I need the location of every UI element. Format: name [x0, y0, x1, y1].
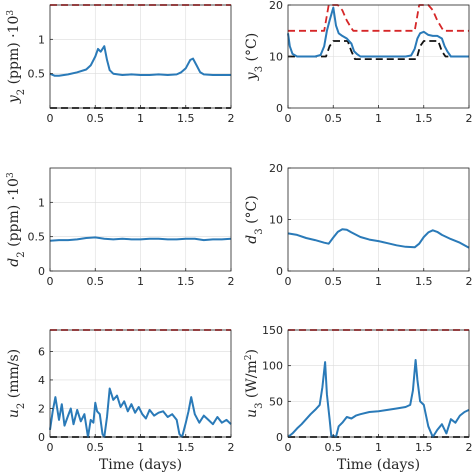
y-tick-label: 0 — [38, 265, 45, 278]
x-tick-label: 0 — [47, 112, 54, 125]
x-tick-label: 1 — [375, 112, 382, 125]
y-tick-label: 0 — [276, 102, 283, 115]
y-axis-label: u2 (mm/s) — [6, 349, 27, 418]
y-axis-label: d2 (ppm) ·103 — [6, 172, 27, 267]
x-tick-label: 2 — [466, 275, 473, 288]
y-tick-label: 4 — [38, 374, 45, 387]
x-tick-label: 0.5 — [325, 441, 343, 454]
y-tick-label: 0 — [38, 431, 45, 444]
x-tick-label: 0.5 — [87, 441, 105, 454]
y-tick-label: 100 — [262, 360, 283, 373]
x-tick-label: 1.5 — [177, 441, 195, 454]
subplot-u2: 0 0.5 1 1.5 2 0 2 4 6 u2 (mm/s) Time (days) — [6, 329, 235, 473]
y-tick-label: 0 — [276, 265, 283, 278]
x-tick-label: 0 — [285, 112, 292, 125]
y-tick-label: 6 — [38, 345, 45, 358]
y-tick-label: 10 — [269, 214, 283, 227]
y-axis-label: y2 (ppm) ·103 — [6, 10, 27, 105]
x-axis-label: Time (days) — [99, 457, 182, 473]
series-measured-line — [49, 236, 232, 242]
x-tick-label: 1.5 — [177, 275, 195, 288]
y-tick-label: 0 — [276, 431, 283, 444]
subplot-d2: 0 0.5 1 1.5 2 0 0.5 1 d2 (ppm) ·103 — [6, 167, 235, 288]
series-measured-line — [49, 45, 231, 77]
x-tick-label: 1 — [375, 441, 382, 454]
y-tick-label: 1 — [38, 33, 45, 46]
y-axis-label: d3 (°C) — [244, 195, 265, 243]
y-tick-label: 2 — [38, 402, 45, 415]
x-tick-label: 2 — [228, 275, 235, 288]
x-tick-label: 1 — [137, 441, 144, 454]
x-tick-label: 1.5 — [177, 112, 195, 125]
x-tick-label: 0.5 — [325, 112, 343, 125]
x-axis-label: Time (days) — [337, 457, 420, 473]
series-lower-line — [288, 40, 469, 60]
x-tick-label: 0 — [285, 275, 292, 288]
x-tick-label: 0.5 — [87, 112, 105, 125]
x-tick-label: 1 — [375, 275, 382, 288]
x-tick-label: 2 — [466, 441, 473, 454]
x-tick-label: 0 — [47, 441, 54, 454]
series-upper-line — [288, 4, 469, 32]
x-tick-label: 0 — [47, 275, 54, 288]
subplot-u3: 0 0.5 1 1.5 2 0 50 100 150 u3 (W/m2) Time (days) — [244, 324, 473, 473]
series-measured-line — [287, 6, 469, 58]
x-tick-label: 2 — [228, 441, 235, 454]
x-tick-label: 1.5 — [415, 275, 433, 288]
y-tick-label: 1 — [38, 196, 45, 209]
y-tick-label: 20 — [269, 162, 283, 175]
y-axis-label: u3 (W/m2) — [244, 349, 265, 418]
x-tick-label: 1 — [137, 112, 144, 125]
y-tick-label: 20 — [269, 0, 283, 12]
y-tick-label: 0.5 — [28, 231, 46, 244]
x-tick-label: 0.5 — [87, 275, 105, 288]
x-tick-label: 1.5 — [415, 441, 433, 454]
x-tick-label: 0.5 — [325, 275, 343, 288]
x-tick-label: 2 — [466, 112, 473, 125]
series-measured-line — [287, 359, 470, 438]
x-tick-label: 2 — [228, 112, 235, 125]
y-tick-label: 0.5 — [28, 68, 46, 81]
y-axis-label: y3 (°C) — [244, 33, 265, 81]
y-tick-label: 50 — [269, 395, 283, 408]
series-measured-line — [49, 387, 232, 438]
x-tick-label: 1.5 — [415, 112, 433, 125]
x-tick-label: 1 — [137, 275, 144, 288]
y-tick-label: 10 — [269, 51, 283, 64]
y-tick-label: 150 — [262, 324, 283, 337]
subplot-y2: 0 0.5 1 1.5 2 0.5 1 y2 (ppm) ·103 — [6, 4, 235, 125]
series-measured-line — [287, 228, 470, 249]
x-tick-label: 0 — [285, 441, 292, 454]
